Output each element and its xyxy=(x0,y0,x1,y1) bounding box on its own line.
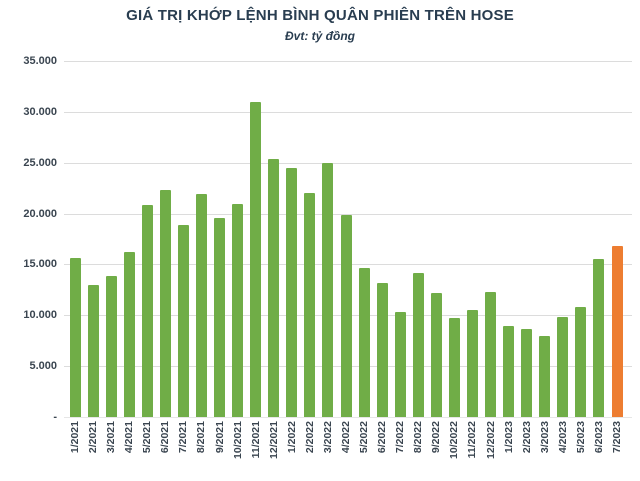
y-axis-tick-30000: 30.000 xyxy=(23,105,57,118)
x-axis-tick-2-2022: 2/2022 xyxy=(303,421,316,454)
bar-4-2021 xyxy=(123,252,135,417)
x-axis-tick-3-2022: 3/2022 xyxy=(321,421,334,454)
gridline-30000 xyxy=(64,111,632,113)
x-axis-tick-4-2021: 4/2021 xyxy=(123,421,136,454)
x-axis-tick-6-2021: 6/2021 xyxy=(159,421,172,454)
bar-7-2021 xyxy=(177,224,189,417)
y-axis-tick-25000: 25.000 xyxy=(23,156,57,169)
bar-8-2021 xyxy=(195,194,207,417)
bar-10-2022 xyxy=(448,318,460,417)
bar-7-2022 xyxy=(394,312,406,417)
x-axis-tick-12-2022: 12/2022 xyxy=(484,421,497,459)
bar-4-2022 xyxy=(340,214,352,417)
bar-11-2022 xyxy=(466,310,478,417)
bar-3-2022 xyxy=(322,162,334,417)
x-axis-tick-9-2022: 9/2022 xyxy=(430,421,443,454)
bar-4-2023 xyxy=(557,317,569,417)
chart-title: GIÁ TRỊ KHỚP LỆNH BÌNH QUÂN PHIÊN TRÊN H… xyxy=(126,7,514,24)
bar-1-2023 xyxy=(503,326,515,417)
y-axis-tick-35000: 35.000 xyxy=(23,55,57,67)
x-axis-tick-6-2022: 6/2022 xyxy=(376,421,389,454)
bar-5-2023 xyxy=(575,307,587,417)
bar-12-2022 xyxy=(485,291,497,417)
x-axis-tick-7-2022: 7/2022 xyxy=(394,421,407,454)
bar-9-2022 xyxy=(430,292,442,417)
x-axis-tick-1-2023: 1/2023 xyxy=(502,421,515,454)
x-axis-tick-1-2022: 1/2022 xyxy=(285,421,298,454)
bar-5-2021 xyxy=(141,205,153,417)
x-axis-tick-12-2021: 12/2021 xyxy=(267,421,280,459)
bar-9-2021 xyxy=(214,217,226,417)
x-axis-tick-11-2021: 11/2021 xyxy=(249,421,262,459)
y-axis-tick-20000: 20.000 xyxy=(23,207,57,220)
gridline-25000 xyxy=(64,162,632,164)
x-axis-tick-10-2022: 10/2022 xyxy=(448,421,461,459)
x-axis-tick-11-2022: 11/2022 xyxy=(466,421,479,459)
bar-6-2021 xyxy=(159,190,171,417)
x-axis-tick-4-2022: 4/2022 xyxy=(340,421,352,454)
bar-12-2021 xyxy=(268,158,280,417)
y-axis-tick-10000: 10.000 xyxy=(23,309,57,322)
bar-10-2021 xyxy=(232,204,244,417)
bar-6-2023 xyxy=(593,259,605,417)
gridline-20000 xyxy=(64,213,632,215)
x-axis-tick-2-2023: 2/2023 xyxy=(520,421,533,454)
x-axis-tick-5-2022: 5/2022 xyxy=(358,421,371,454)
x-axis-tick-7-2023: 7/2023 xyxy=(611,421,623,454)
bar-6-2022 xyxy=(376,282,388,417)
x-axis-tick-9-2021: 9/2021 xyxy=(213,421,226,454)
x-axis-tick-5-2021: 5/2021 xyxy=(141,421,154,454)
bar-3-2021 xyxy=(105,275,117,417)
bar-2-2023 xyxy=(521,328,533,417)
x-axis-tick-3-2021: 3/2021 xyxy=(105,421,118,454)
gridline-0 xyxy=(64,417,632,418)
y-axis-tick-0: - xyxy=(53,411,57,423)
x-axis-tick-1-2021: 1/2021 xyxy=(69,421,81,454)
x-axis-tick-4-2023: 4/2023 xyxy=(556,421,569,454)
bar-5-2022 xyxy=(358,268,370,417)
bar-3-2023 xyxy=(539,335,551,417)
y-axis-tick-5000: 5.000 xyxy=(29,360,57,373)
bar-2-2022 xyxy=(304,193,316,417)
x-axis-tick-10-2021: 10/2021 xyxy=(231,421,244,459)
bar-1-2022 xyxy=(286,167,298,417)
x-axis-tick-5-2023: 5/2023 xyxy=(574,421,587,454)
bar-2-2021 xyxy=(87,284,99,417)
bar-1-2021 xyxy=(69,258,81,417)
x-axis-tick-8-2022: 8/2022 xyxy=(412,421,425,454)
x-axis-tick-6-2023: 6/2023 xyxy=(592,421,605,454)
chart-subtitle: Đvt: tỷ đồng xyxy=(285,29,355,43)
y-axis-tick-15000: 15.000 xyxy=(23,258,57,271)
x-axis-tick-7-2021: 7/2021 xyxy=(177,421,190,454)
bar-8-2022 xyxy=(412,272,424,417)
x-axis-tick-3-2023: 3/2023 xyxy=(538,421,551,454)
x-axis-tick-8-2021: 8/2021 xyxy=(195,421,208,454)
bar-11-2021 xyxy=(250,101,262,417)
gridline-35000 xyxy=(64,61,632,62)
x-axis-tick-2-2021: 2/2021 xyxy=(87,421,100,454)
bar-7-2023 xyxy=(611,246,623,417)
